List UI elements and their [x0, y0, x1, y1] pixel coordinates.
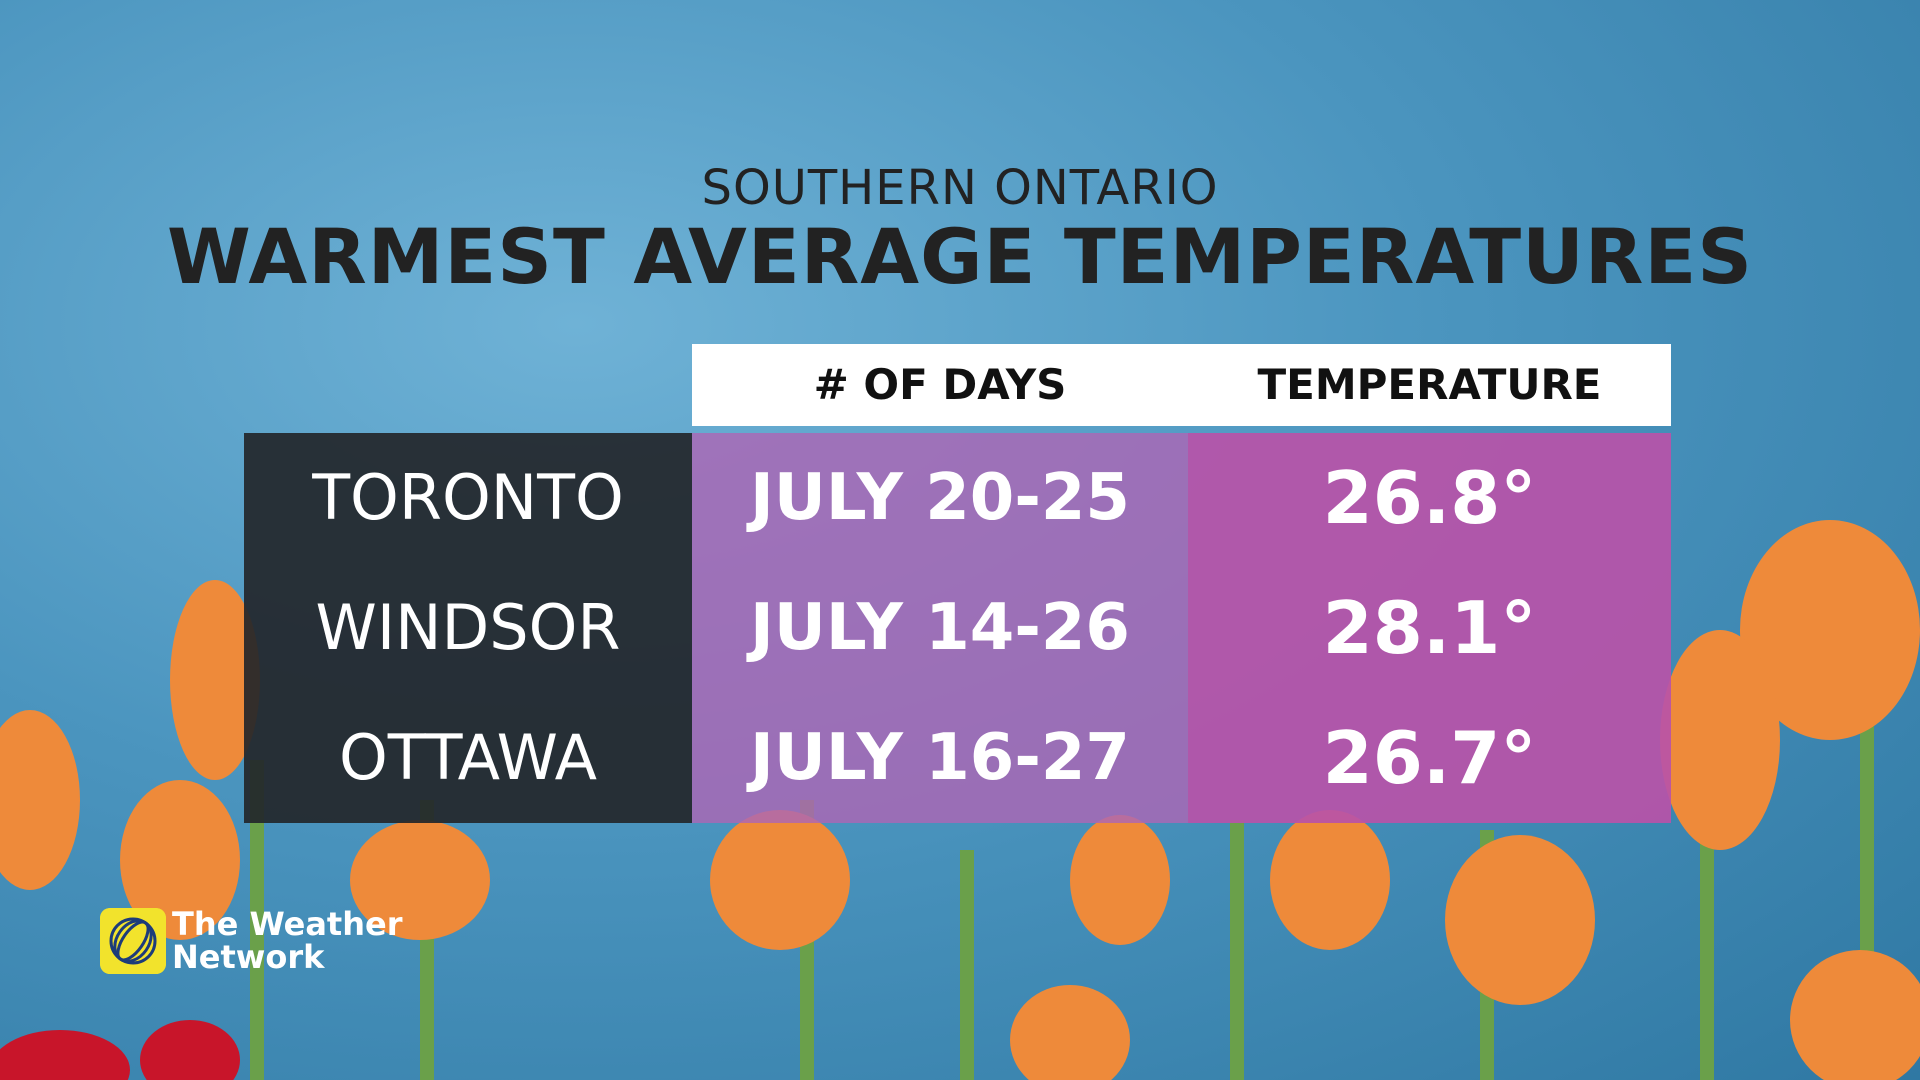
tulips	[0, 520, 1920, 1080]
subtitle: SOUTHERN ONTARIO	[701, 160, 1219, 216]
city-cell: WINDSOR	[244, 563, 692, 693]
red-tulips	[0, 1020, 240, 1080]
table-row: WINDSOR JULY 14-26 28.1°	[244, 563, 1671, 693]
days-cell: JULY 20-25	[692, 433, 1188, 563]
temperature-cell: 26.8°	[1188, 433, 1671, 563]
days-cell: JULY 16-27	[692, 693, 1188, 823]
title: WARMEST AVERAGE TEMPERATURES	[167, 212, 1753, 301]
temperature-cell: 28.1°	[1188, 563, 1671, 693]
city-cell: TORONTO	[244, 433, 692, 563]
table-row: TORONTO JULY 20-25 26.8°	[244, 433, 1671, 563]
logo-text: The Weather Network	[172, 908, 402, 974]
logo-line: Network	[172, 938, 325, 976]
temperature-cell: 26.7°	[1188, 693, 1671, 823]
column-header: # OF DAYS	[813, 360, 1067, 409]
logo-line: The Weather	[172, 905, 403, 943]
logo-icon	[100, 908, 166, 974]
table-header: # OF DAYS TEMPERATURE	[692, 344, 1671, 426]
column-header: TEMPERATURE	[1257, 360, 1602, 409]
table-row: OTTAWA JULY 16-27 26.7°	[244, 693, 1671, 823]
city-cell: OTTAWA	[244, 693, 692, 823]
days-cell: JULY 14-26	[692, 563, 1188, 693]
